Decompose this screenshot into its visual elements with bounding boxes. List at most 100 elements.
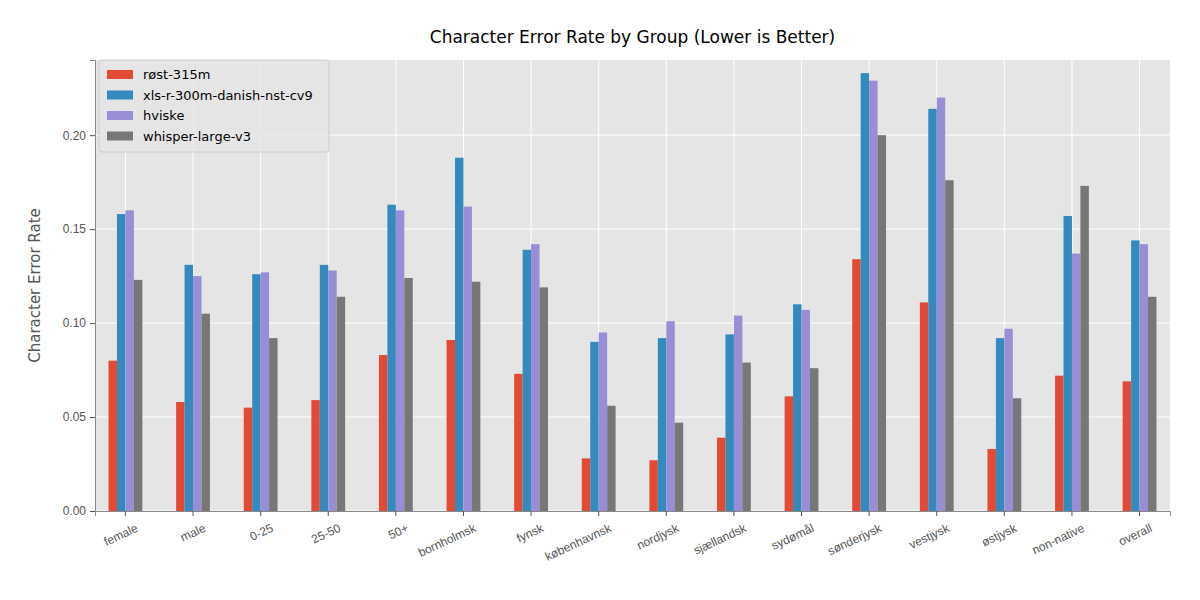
bar [252, 274, 260, 511]
tick-mark [90, 135, 95, 136]
legend-label: hviske [143, 108, 184, 123]
bar [193, 276, 201, 511]
bar [1148, 297, 1156, 511]
tick-label: 0.15 [63, 222, 87, 236]
tick: østjysk [979, 511, 1020, 549]
bar [125, 210, 133, 511]
bar [328, 270, 336, 511]
tick-label: non-native [1030, 521, 1087, 558]
x-axis: female male 0-25 25-50 50+ bornholmsk fynskkøb… [96, 511, 1171, 564]
tick: 25-50 [309, 511, 343, 547]
tick-label: female [102, 521, 141, 549]
bar [675, 423, 683, 511]
bar [861, 73, 869, 511]
tick-label: fynsk [514, 520, 546, 545]
bar-series [109, 259, 1132, 511]
bar [658, 338, 666, 511]
tick-label: københavnsk [543, 520, 615, 563]
tick: 0-25 [248, 511, 276, 544]
bar [852, 259, 860, 511]
axis-title: Character Error Rate [26, 208, 44, 363]
bar [176, 402, 184, 511]
tick-label: vestjysk [907, 520, 952, 551]
bar [1004, 329, 1012, 511]
bar [1080, 186, 1088, 511]
bar [945, 180, 953, 511]
bar [447, 340, 455, 511]
bar [649, 460, 657, 511]
bar [599, 332, 607, 511]
tick-mark [395, 511, 396, 516]
tick-label: nordjysk [635, 520, 682, 552]
tick: non-native [1030, 511, 1087, 557]
plot-background [95, 60, 1170, 511]
legend-frame [99, 60, 329, 152]
tick: sydømål [769, 511, 816, 553]
bar [1123, 381, 1131, 511]
bar [396, 210, 404, 511]
legend-swatch [107, 111, 133, 120]
tick: 0.05 [63, 410, 95, 424]
bar [717, 438, 725, 511]
bar [666, 321, 674, 511]
legend-swatch [107, 132, 133, 141]
tick: 0.15 [63, 222, 95, 236]
legend-label: røst-315m [143, 67, 210, 82]
tick-mark [733, 511, 734, 516]
bar [802, 310, 810, 511]
tick-mark [90, 511, 95, 512]
legend-label: whisper-large-v3 [143, 129, 251, 144]
bar [987, 449, 995, 511]
tick-mark [666, 511, 667, 516]
legend: røst-315m xls-r-300m-danish-nst-cv9 hviske… [99, 60, 329, 152]
bar [1131, 240, 1139, 511]
bar [117, 214, 125, 511]
bar [463, 207, 471, 511]
tick: sjællandsk [691, 511, 749, 558]
bar [1064, 216, 1072, 511]
tick-mark [1139, 511, 1140, 516]
tick-label: bornholmsk [416, 520, 479, 559]
bar [928, 109, 936, 511]
bar [937, 98, 945, 511]
tick-label: sjællandsk [691, 520, 749, 557]
bar [201, 314, 209, 511]
tick-label: 50+ [386, 521, 410, 542]
tick: nordjysk [635, 511, 682, 552]
bar [869, 81, 877, 511]
tick: 50+ [386, 511, 410, 542]
bar [793, 304, 801, 511]
tick-label: 0.05 [63, 410, 87, 424]
tick-label: sønderjysk [825, 520, 884, 558]
tick-mark [869, 511, 870, 516]
bar [514, 374, 522, 511]
tick: københavnsk [543, 511, 615, 564]
tick: overall [1116, 511, 1154, 549]
legend-swatch [107, 91, 133, 100]
tick-label: overall [1116, 521, 1154, 549]
title: Character Error Rate by Group (Lower is … [430, 27, 835, 47]
bar [920, 302, 928, 511]
legend-label: xls-r-300m-danish-nst-cv9 [143, 88, 313, 103]
tick-label: male [178, 521, 208, 545]
tick-label: 25-50 [309, 521, 343, 547]
bar [590, 342, 598, 511]
bar [810, 368, 818, 511]
bar [269, 338, 277, 511]
bar [1013, 398, 1021, 511]
tick-mark [531, 511, 532, 516]
grid-line [95, 229, 1170, 230]
tick-label: sydømål [769, 521, 816, 553]
tick-mark [328, 511, 329, 516]
tick: vestjysk [907, 511, 952, 552]
bar [523, 250, 531, 511]
tick: male [178, 511, 208, 545]
bar [455, 158, 463, 511]
bar [878, 135, 886, 511]
bar [742, 363, 750, 511]
chart: 0.000.050.100.150.20femalemale0-2525-505… [0, 0, 1200, 600]
bar [134, 280, 142, 511]
tick-label: østjysk [979, 520, 1020, 549]
bar-series [134, 135, 1157, 511]
tick-label: 0.10 [63, 316, 87, 330]
